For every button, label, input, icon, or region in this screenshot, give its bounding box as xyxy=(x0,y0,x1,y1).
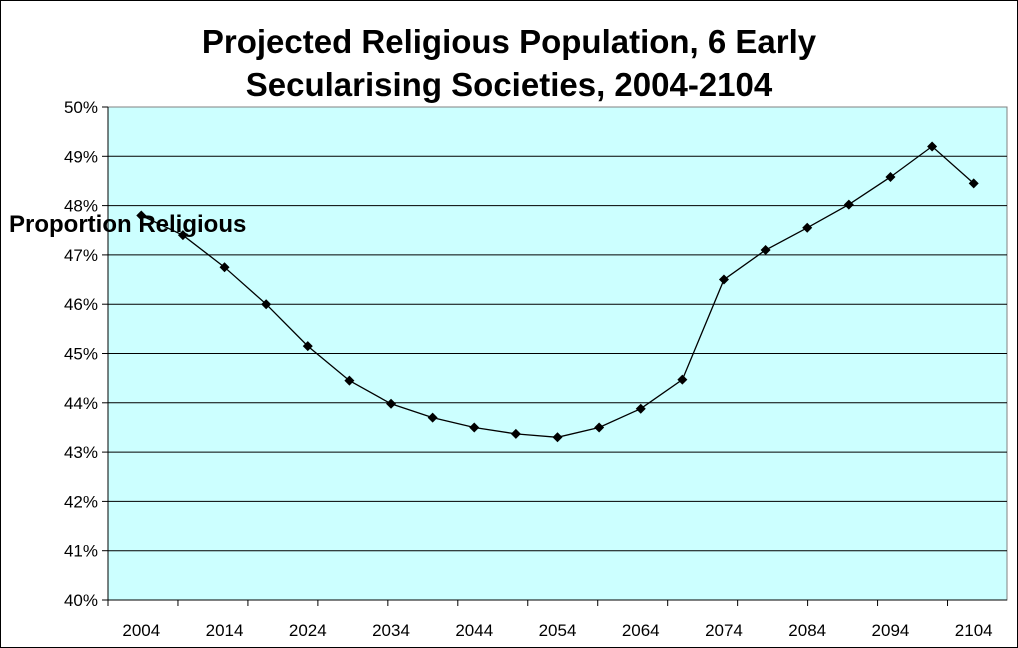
y-tick-label: 47% xyxy=(64,246,98,265)
data-point xyxy=(386,398,397,409)
y-axis: 40% 41% 42% 43% 44% 45% 46% 47% 48% 49% 50% xyxy=(64,98,109,610)
x-tick-label: 2064 xyxy=(622,621,660,640)
data-point xyxy=(635,403,646,414)
y-tick-label: 40% xyxy=(64,591,98,610)
x-tick-label: 2074 xyxy=(705,621,743,640)
y-axis-label: Proportion Religious xyxy=(9,211,247,238)
data-point xyxy=(552,432,563,443)
chart-title-line2: Secularising Societies, 2004-2104 xyxy=(245,66,773,103)
data-point xyxy=(344,375,355,386)
y-tick-label: 43% xyxy=(64,443,98,462)
x-tick-label: 2054 xyxy=(539,621,577,640)
data-point xyxy=(802,222,813,233)
x-tick-label: 2094 xyxy=(872,621,910,640)
data-point xyxy=(261,299,272,310)
x-tick-label: 2084 xyxy=(788,621,826,640)
data-point xyxy=(219,262,230,273)
y-tick-label: 44% xyxy=(64,394,98,413)
y-tick-label: 41% xyxy=(64,542,98,561)
x-tick-label: 2044 xyxy=(455,621,493,640)
y-tick-label: 46% xyxy=(64,295,98,314)
data-point xyxy=(843,199,854,210)
y-tick-label: 42% xyxy=(64,492,98,511)
y-tick-label: 50% xyxy=(64,98,98,117)
x-axis: 2004 2014 2024 2034 2044 2054 2064 2074 2084 2094… xyxy=(107,599,1007,640)
chart-title-line1: Projected Religious Population, 6 Early xyxy=(201,23,817,60)
data-point xyxy=(136,210,147,221)
data-point xyxy=(177,230,188,241)
y-tick-label: 48% xyxy=(64,197,98,216)
data-point xyxy=(469,422,480,433)
data-point xyxy=(427,412,438,423)
chart-title: Projected Religious Population, 6 Early … xyxy=(0,20,1018,106)
data-point xyxy=(302,341,313,352)
data-point xyxy=(718,274,729,285)
data-point xyxy=(677,374,688,385)
x-tick-label: 2024 xyxy=(289,621,327,640)
data-point xyxy=(968,178,979,189)
data-point xyxy=(594,422,605,433)
data-point xyxy=(885,172,896,183)
x-tick-label: 2004 xyxy=(122,621,160,640)
y-tick-label: 49% xyxy=(64,147,98,166)
data-point xyxy=(510,428,521,439)
x-tick-label: 2034 xyxy=(372,621,410,640)
x-tick-label: 2014 xyxy=(206,621,244,640)
y-tick-label: 45% xyxy=(64,345,98,364)
data-markers xyxy=(136,141,979,443)
data-point xyxy=(760,244,771,255)
x-tick-label: 2104 xyxy=(955,621,993,640)
data-point xyxy=(927,141,938,152)
gridlines xyxy=(108,155,1007,552)
